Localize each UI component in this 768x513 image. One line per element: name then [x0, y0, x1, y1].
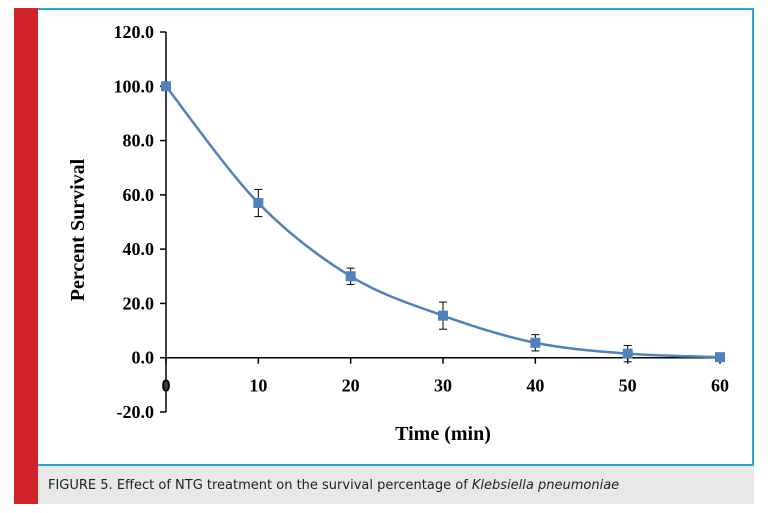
chart-area: 120.0 100.0 80.0 60.0 40.0 20.0 0.0 -20.0 0 10 20… [38, 8, 754, 464]
x-tick-label: 60 [711, 376, 729, 396]
data-point-marker [530, 337, 541, 348]
y-axis: 120.0 100.0 80.0 60.0 40.0 20.0 0.0 -20.0 [114, 22, 167, 422]
decorative-side-bar [14, 8, 38, 504]
x-tick-label: 50 [619, 376, 637, 396]
data-point-marker [345, 271, 356, 282]
data-point-marker [438, 310, 448, 321]
y-tick-label: 20.0 [123, 293, 155, 313]
y-tick-label: 60.0 [123, 185, 155, 205]
y-tick-label: 40.0 [123, 239, 155, 259]
x-tick-label: 30 [434, 376, 452, 396]
x-tick-label: 0 [162, 376, 171, 396]
y-axis-label: Percent Survival [67, 158, 89, 301]
series-layer [161, 81, 725, 363]
caption-text: FIGURE 5. Effect of NTG treatment on the… [48, 478, 619, 493]
x-axis-label: Time (min) [395, 423, 491, 445]
caption-species: Klebsiella pneumoniae [471, 478, 620, 493]
x-tick-label: 20 [342, 376, 360, 396]
y-tick-label: 100.0 [114, 76, 155, 96]
y-tick-label: -20.0 [117, 402, 155, 422]
data-point-marker [161, 81, 171, 92]
survival-chart: 120.0 100.0 80.0 60.0 40.0 20.0 0.0 -20.0 0 10 20… [67, 22, 729, 445]
x-axis: 0 10 20 30 40 50 60 [162, 356, 729, 396]
data-point-marker [622, 348, 633, 359]
data-point-marker [253, 198, 264, 208]
data-point-marker [715, 352, 725, 363]
x-tick-label: 10 [249, 376, 267, 396]
caption-prefix: FIGURE 5. Effect of NTG treatment on the… [48, 478, 472, 493]
figure-frame [14, 8, 754, 504]
y-tick-label: 120.0 [114, 22, 155, 42]
y-tick-label: 0.0 [132, 348, 155, 368]
y-tick-label: 80.0 [123, 131, 155, 151]
x-tick-label: 40 [526, 376, 544, 396]
figure-caption: FIGURE 5. Effect of NTG treatment on the… [38, 464, 754, 504]
